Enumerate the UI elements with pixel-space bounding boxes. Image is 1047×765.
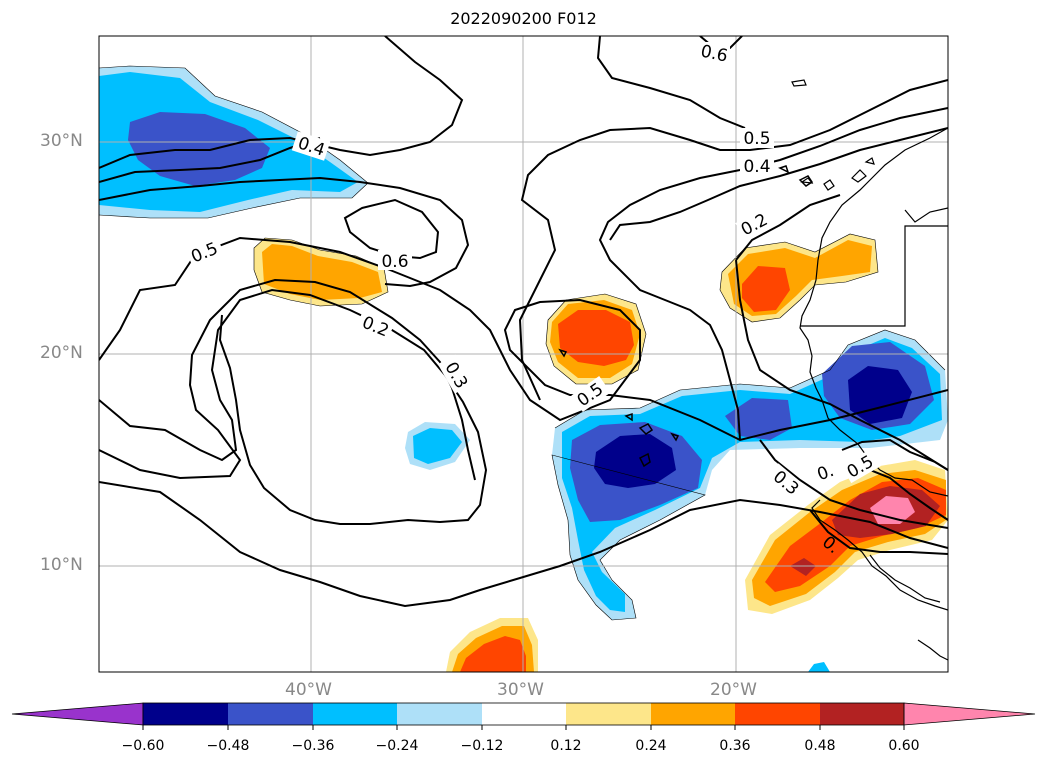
colorbar-tick-label: −0.60 <box>121 738 165 754</box>
contour-label: 0.5 <box>743 129 770 149</box>
lat-label-20n: 20°N <box>40 343 83 363</box>
colorbar-swatch <box>566 703 651 725</box>
fill-outlines <box>99 65 946 621</box>
contour-label: 0.6 <box>381 252 408 272</box>
colorbar-swatch <box>482 703 567 725</box>
colorbar-tick-label: −0.48 <box>206 738 250 754</box>
positive-anomaly-west-africa <box>745 460 948 614</box>
small-contours <box>558 165 814 468</box>
colorbar-tick-label: −0.36 <box>291 738 335 754</box>
colorbar-tick-label: 0.24 <box>635 738 667 754</box>
colorbar-tick-label: 0.12 <box>550 738 582 754</box>
lat-label-10n: 10°N <box>40 555 83 575</box>
colorbar <box>11 702 1036 730</box>
plot-frame <box>98 35 949 673</box>
map-plot-area <box>99 36 948 672</box>
positive-anomaly-center <box>546 294 646 384</box>
negative-anomaly-south-edge <box>808 662 830 672</box>
lon-label-20w: 20°W <box>710 680 757 700</box>
negative-anomaly-small <box>405 422 470 470</box>
contour-label: 0.4 <box>743 157 770 177</box>
colorbar-tick-label: −0.24 <box>375 738 419 754</box>
colorbar-swatch <box>735 703 820 725</box>
colorbar-swatch <box>143 703 228 725</box>
lon-label-40w: 40°W <box>285 680 332 700</box>
positive-anomaly-west <box>254 238 388 306</box>
colorbar-extend-low <box>11 702 144 726</box>
colorbar-tick-label: 0.48 <box>804 738 836 754</box>
colorbar-tick-label: −0.12 <box>460 738 504 754</box>
colorbar-swatch <box>313 703 398 725</box>
colorbar-swatch <box>651 703 736 725</box>
positive-anomaly-south <box>446 618 538 672</box>
map-title: 2022090200 F012 <box>450 9 597 28</box>
colorbar-swatch <box>820 703 905 725</box>
colorbar-extend-high <box>903 702 1036 726</box>
colorbar-tick-label: 0.60 <box>888 738 920 754</box>
positive-anomaly-north-africa <box>720 234 878 322</box>
colorbar-swatch <box>397 703 482 725</box>
negative-anomaly-central <box>552 330 948 620</box>
lon-label-30w: 30°W <box>497 680 544 700</box>
colorbar-swatch <box>228 703 313 725</box>
contour-label: 0. <box>815 461 837 485</box>
lat-label-30n: 30°N <box>40 131 83 151</box>
colorbar-tick-label: 0.36 <box>719 738 751 754</box>
